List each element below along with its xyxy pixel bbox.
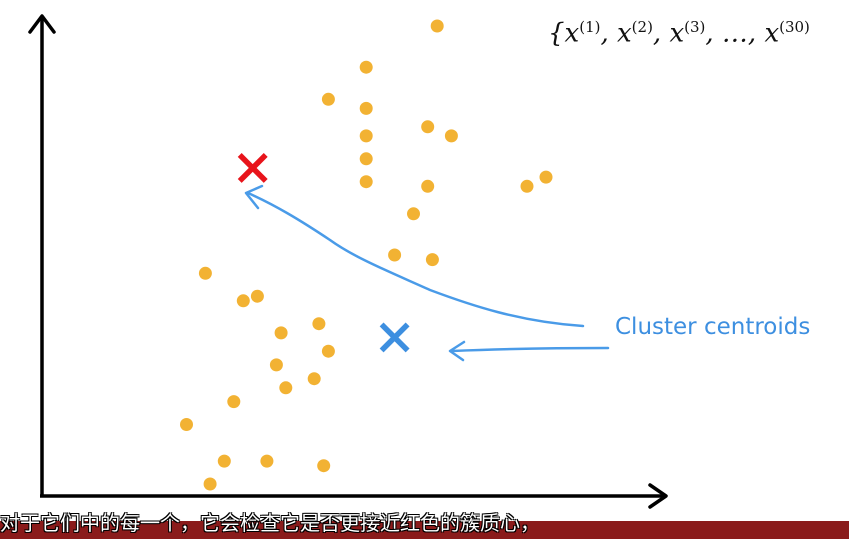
term-30-sup: (30) [779, 18, 810, 36]
separator-4: , [747, 18, 765, 49]
data-point [250, 289, 264, 303]
data-point [520, 179, 534, 193]
data-point [269, 358, 283, 372]
data-point [312, 317, 326, 331]
data-point [407, 207, 420, 221]
data-point [317, 459, 331, 473]
data-point [359, 101, 373, 115]
subtitle-bar [0, 521, 849, 539]
separator-2: , [652, 18, 670, 49]
term-3-base: x [669, 18, 685, 49]
term-30-base: x [764, 18, 780, 49]
data-point [444, 129, 458, 143]
data-point [359, 60, 373, 74]
term-1-sup: (1) [579, 18, 601, 36]
data-point [274, 326, 288, 340]
blue-centroid-marker [379, 322, 410, 353]
arrow-to-blue-centroid [450, 346, 610, 353]
data-point [180, 418, 193, 431]
data-point [227, 395, 241, 409]
centroid-stroke [379, 322, 410, 353]
red-centroid-marker [237, 153, 268, 183]
data-point [236, 294, 250, 308]
data-point [307, 372, 321, 386]
data-point [421, 120, 435, 134]
y-axis-arrowhead [28, 14, 56, 34]
centroid-markers [237, 153, 410, 353]
term-2-sup: (2) [631, 18, 653, 36]
term-1-base: x [564, 18, 580, 49]
term-3-sup: (3) [684, 18, 706, 36]
ellipsis: … [721, 18, 748, 49]
data-point [421, 179, 435, 193]
data-point [217, 454, 231, 468]
data-point [359, 129, 373, 143]
data-point [425, 253, 439, 267]
data-point [359, 152, 373, 166]
data-point [430, 19, 444, 33]
set-open-brace: { [548, 18, 565, 49]
data-point [260, 454, 274, 468]
arrow-to-red-centroid-head [244, 184, 264, 210]
data-point [321, 344, 335, 358]
data-point [388, 248, 402, 262]
data-points [180, 19, 553, 491]
separator-1: , [600, 18, 617, 49]
data-point [198, 266, 212, 280]
separator-3: , [705, 18, 722, 49]
data-point [279, 381, 293, 395]
cluster-centroids-label: Cluster centroids [615, 314, 811, 340]
arrow-to-red-centroid [246, 191, 585, 328]
subtitle-caption: 对于它们中的每一个，它会检查它是否更接近红色的簇质心， [0, 511, 540, 535]
term-2-base: x [617, 18, 632, 49]
data-point [359, 175, 373, 189]
data-point [203, 477, 217, 491]
dataset-notation: {x(1), x(2), x(3), …, x(30) [548, 18, 810, 49]
arrow-to-blue-centroid-head [448, 340, 466, 362]
data-point [539, 170, 553, 184]
centroid-stroke [237, 153, 268, 183]
x-axis-arrowhead [648, 483, 668, 509]
data-point [321, 92, 335, 106]
